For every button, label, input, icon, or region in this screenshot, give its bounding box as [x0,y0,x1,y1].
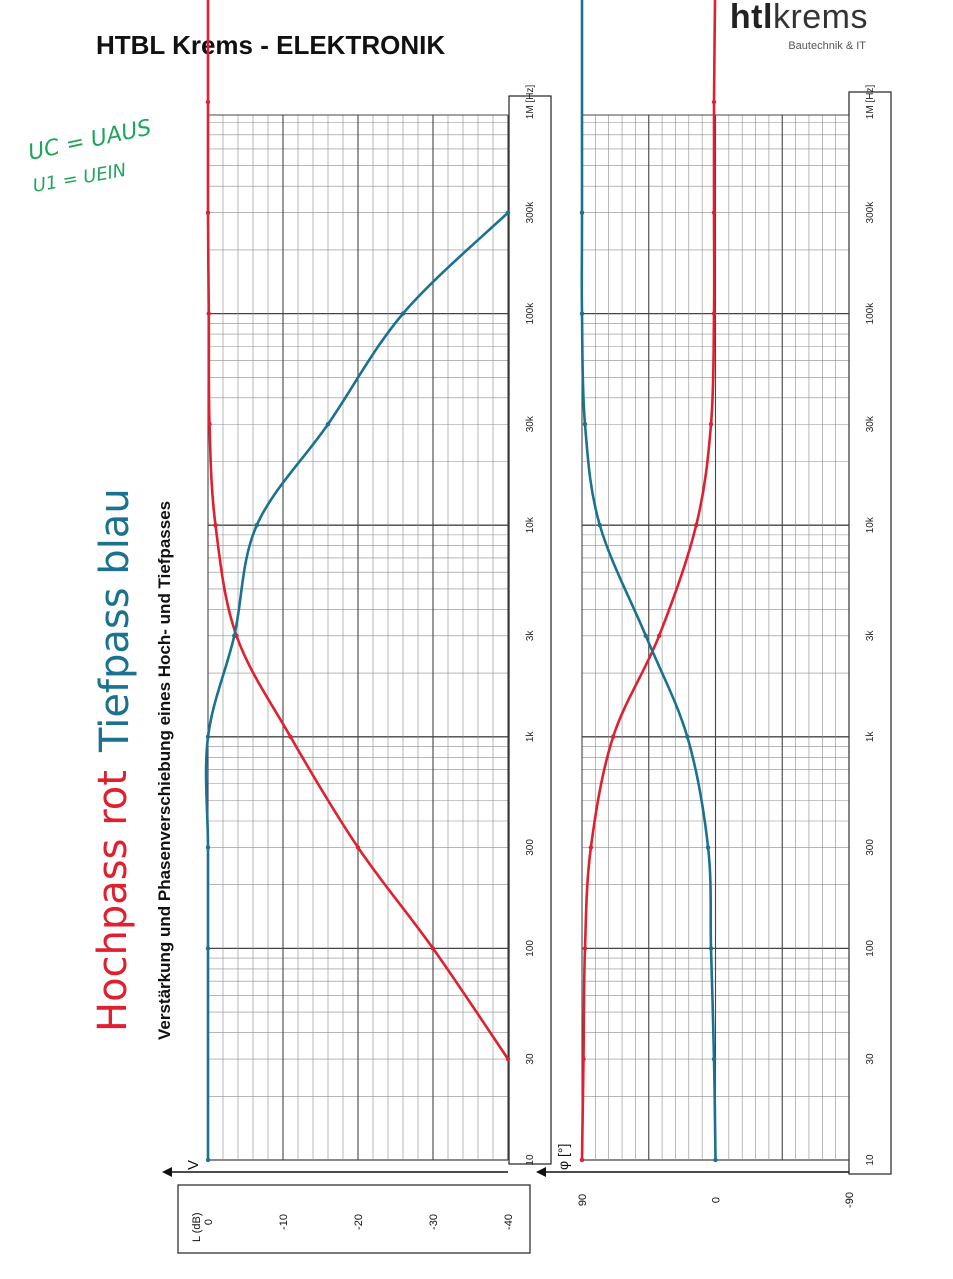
data-point [213,523,218,528]
data-point [355,845,361,850]
freq-tick-label: 1k [525,731,536,743]
value-tick-label: 0 [711,1197,723,1203]
data-point [205,210,211,215]
highpass-note: Hochpass rot [90,770,136,1032]
data-point [579,1157,585,1163]
data-point [582,422,588,427]
data-point [288,734,293,739]
freq-tick-label: 30k [525,415,536,432]
data-point [205,946,211,951]
data-point [205,99,211,105]
freq-tick-label: 10 [525,1154,536,1166]
data-point [643,633,648,639]
freq-tick-label: 300 [525,839,536,856]
freq-tick-label: 30 [865,1053,876,1065]
gain-chart: V 10 30 100 300 1k 3k 10k 30k 100k 300k 1M [Hz] 0 -10… [162,0,536,1230]
data-point [205,734,211,739]
data-point [232,633,237,639]
freq-tick-label: 10 [865,1154,876,1166]
phase-ylabel: φ [°] [555,1144,571,1170]
data-point [505,1056,511,1062]
top-axis-box-gain [508,95,552,1165]
data-point [254,523,259,528]
data-point [705,845,711,850]
freq-tick-label: 3k [865,630,876,642]
gain-ylabel: L (dB) [191,1212,203,1242]
data-point [579,210,585,215]
htl-krems-logo: htlkrems Bautechnik & IT [730,0,874,60]
freq-tick-label: 1M [Hz] [525,85,536,120]
formula-1: UC = UAUS [26,115,154,165]
data-point [505,210,511,215]
chart-title: Verstärkung und Phasenverschiebung eines… [155,501,174,1040]
data-point [325,422,331,427]
value-tick-label: -90 [844,1192,856,1208]
data-point [711,1056,717,1062]
data-point [400,311,406,316]
gain-label-box [177,1184,531,1254]
series-line-highpass [580,0,717,1162]
value-axis-symbol: V [185,1160,202,1170]
freq-tick-label: 300 [865,839,876,856]
freq-tick-label: 100k [865,302,876,325]
data-point [711,99,717,105]
value-tick-label: 0 [203,1219,215,1225]
value-tick-label: -40 [503,1214,515,1230]
logo-brand-bold: htl [729,0,773,36]
data-point [708,422,714,427]
value-tick-label: 90 [577,1194,589,1206]
freq-tick-label: 100 [525,940,536,957]
formula-2: U1 = UEIN [31,160,128,197]
data-point [579,311,585,316]
freq-tick-label: 10k [525,516,536,533]
freq-tick-label: 10k [865,516,876,533]
page-title: HTBL Krems - ELEKTRONIK [96,30,446,60]
freq-tick-label: 30k [865,415,876,432]
data-point [656,633,662,639]
value-tick-label: -30 [428,1214,440,1230]
data-point [582,946,588,951]
logo-brand-rest: krems [772,0,868,36]
data-point [207,422,212,427]
data-point [597,523,602,528]
freq-tick-label: 3k [525,630,536,642]
data-point [711,311,717,316]
value-axis-arrow [162,1167,172,1177]
phase-chart: 10 30 100 300 1k 3k 10k 30k 100k 300k 1M [Hz] 90 0 -9… [536,0,876,1208]
data-point [708,946,714,951]
freq-tick-label: 30 [525,1053,536,1065]
data-point [205,1157,211,1163]
data-point [205,845,211,850]
data-point [713,1157,718,1163]
freq-tick-label: 100 [865,940,876,957]
data-point [610,734,616,739]
data-point [430,946,436,951]
lowpass-note: Tiefpass blau [92,488,138,753]
data-point [581,1056,586,1062]
freq-tick-label: 300k [865,201,876,224]
freq-tick-label: 300k [525,201,536,224]
data-point [685,734,690,739]
value-axis-arrow [536,1167,546,1177]
freq-tick-label: 100k [525,302,536,325]
series-line-lowpass [580,0,717,1162]
data-point [588,845,594,850]
logo-subtitle: Bautechnik & IT [788,40,866,52]
freq-tick-label: 1k [865,731,876,743]
data-point [694,523,699,528]
value-tick-label: -20 [353,1214,365,1230]
value-tick-label: -10 [278,1214,290,1230]
data-point [711,210,717,215]
freq-tick-label: 1M [Hz] [865,85,876,120]
data-point [206,311,211,316]
